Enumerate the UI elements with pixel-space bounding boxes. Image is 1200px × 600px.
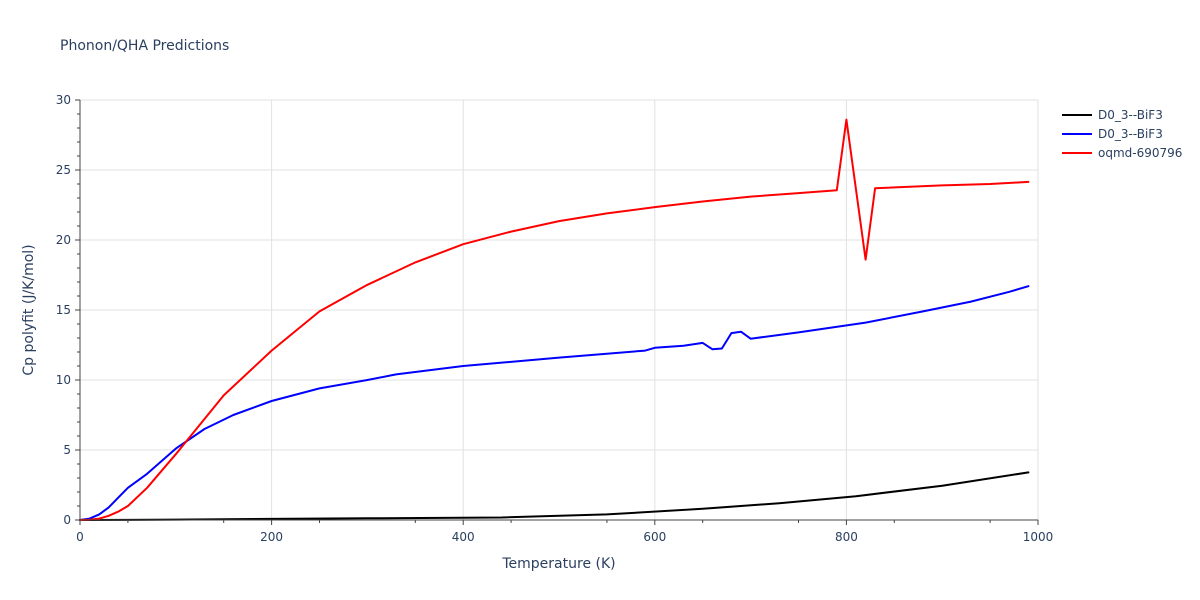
legend-label: D0_3--BiF3	[1098, 127, 1163, 141]
y-tick-label: 10	[56, 373, 71, 387]
y-tick-label: 15	[56, 303, 71, 317]
grid-layer	[80, 99, 1039, 520]
legend-label: oqmd-690796	[1098, 146, 1182, 160]
series-layer	[79, 118, 1030, 521]
tick-layer: 0 200 400 600 800 1000 0 5 10 15 20 25 30	[56, 93, 1054, 544]
series-line-2[interactable]	[79, 285, 1030, 521]
legend-item-3[interactable]: oqmd-690796	[1062, 146, 1182, 160]
legend[interactable]: D0_3--BiF3 D0_3--BiF3 oqmd-690796	[1062, 108, 1182, 160]
y-tick-label: 25	[56, 163, 71, 177]
x-tick-label: 600	[643, 530, 666, 544]
x-tick-label: 0	[76, 530, 84, 544]
y-tick-label: 20	[56, 233, 71, 247]
series-line-3[interactable]	[79, 118, 1030, 521]
legend-item-2[interactable]: D0_3--BiF3	[1062, 127, 1163, 141]
y-tick-label: 5	[63, 443, 71, 457]
x-tick-label: 400	[452, 530, 475, 544]
chart-title: Phonon/QHA Predictions	[60, 38, 229, 54]
y-tick-label: 0	[63, 513, 71, 527]
x-tick-label: 200	[260, 530, 283, 544]
x-tick-label: 800	[835, 530, 858, 544]
legend-item-1[interactable]: D0_3--BiF3	[1062, 108, 1163, 122]
series-line-1[interactable]	[79, 471, 1030, 521]
y-tick-label: 30	[56, 93, 71, 107]
x-axis-title: Temperature (K)	[501, 556, 615, 572]
y-axis-title: Cp polyfit (J/K/mol)	[21, 244, 37, 375]
legend-label: D0_3--BiF3	[1098, 108, 1163, 122]
x-tick-label: 1000	[1023, 530, 1054, 544]
